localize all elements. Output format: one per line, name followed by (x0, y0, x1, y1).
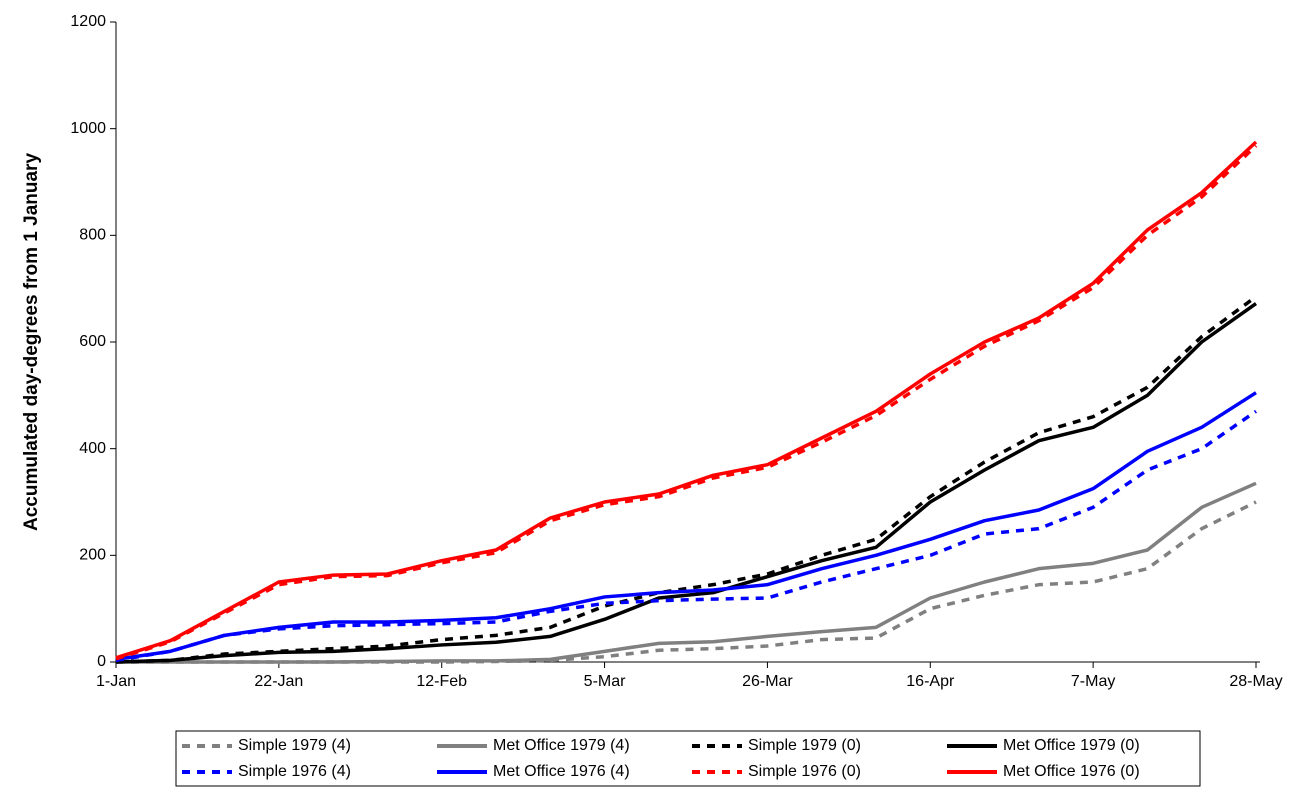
y-tick-label: 1200 (70, 13, 106, 30)
legend-label: Simple 1976 (0) (748, 763, 861, 780)
y-tick-label: 600 (79, 333, 106, 350)
line-series (115, 302, 1258, 664)
legend-box (175, 730, 1201, 787)
x-tick-label: 16-Apr (906, 673, 955, 690)
y-tick-label: 400 (79, 440, 106, 457)
x-tick-label: 1-Jan (96, 673, 136, 690)
y-tick-label: 0 (97, 653, 106, 670)
legend-label: Simple 1976 (4) (238, 763, 351, 780)
legend-label: Simple 1979 (0) (748, 737, 861, 754)
x-tick-label: 22-Jan (254, 673, 303, 690)
y-tick-label: 800 (79, 227, 106, 244)
line-series (115, 409, 1257, 663)
legend-label: Met Office 1976 (0) (1003, 763, 1140, 780)
legend-label: Met Office 1976 (4) (493, 763, 630, 780)
line-series (116, 500, 1257, 664)
x-tick-label: 5-Mar (584, 673, 626, 690)
legend-label: Met Office 1979 (4) (493, 737, 630, 754)
y-axis-label: Accumulated day-degrees from 1 January (21, 153, 42, 531)
y-tick-label: 200 (79, 547, 106, 564)
x-tick-label: 7-May (1071, 673, 1115, 690)
line-series (115, 391, 1257, 662)
y-tick-label: 1000 (70, 120, 106, 137)
line-series (115, 140, 1258, 660)
line-series (115, 144, 1258, 661)
legend-label: Simple 1979 (4) (238, 737, 351, 754)
line-series (116, 481, 1257, 664)
x-tick-label: 28-May (1229, 673, 1282, 690)
legend-label: Met Office 1979 (0) (1003, 737, 1140, 754)
x-tick-label: 26-Mar (742, 673, 793, 690)
line-series (115, 295, 1258, 664)
x-tick-label: 12-Feb (416, 673, 467, 690)
